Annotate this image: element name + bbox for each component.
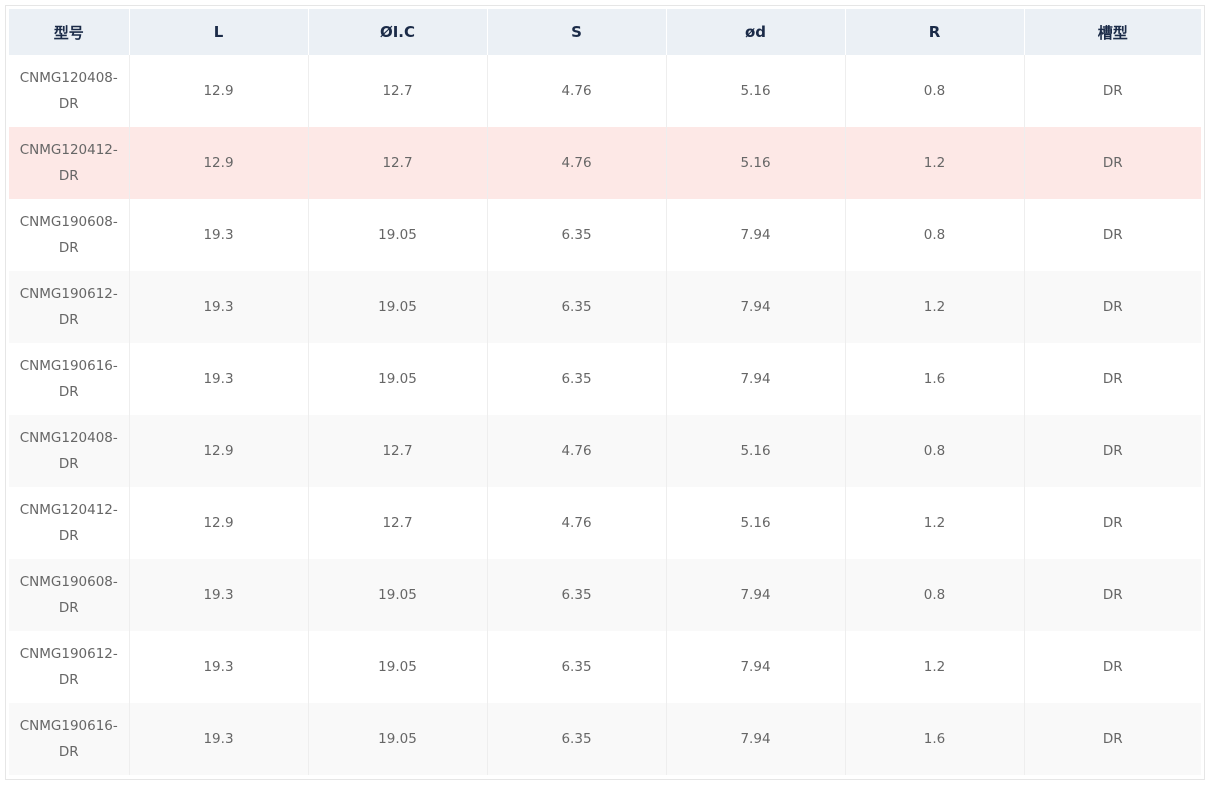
- value-cell: 6.35: [487, 343, 667, 415]
- value-cell: 12.7: [308, 415, 488, 487]
- table-row: CNMG190608-DR 19.3 19.05 6.35 7.94 0.8 DR: [9, 559, 1201, 631]
- value-cell: 7.94: [666, 199, 846, 271]
- header-cell: ød: [666, 9, 846, 55]
- model-cell: CNMG120412-DR: [9, 127, 130, 199]
- header-cell: L: [129, 9, 309, 55]
- model-cell: CNMG120408-DR: [9, 55, 130, 127]
- value-cell: 6.35: [487, 271, 667, 343]
- value-cell: 5.16: [666, 487, 846, 559]
- value-cell: 6.35: [487, 199, 667, 271]
- value-cell: 19.3: [129, 559, 309, 631]
- value-cell: 4.76: [487, 127, 667, 199]
- value-cell: DR: [1102, 371, 1123, 387]
- header-cell: S: [487, 9, 667, 55]
- value-cell: 12.7: [308, 55, 488, 127]
- value-cell: 12.9: [129, 487, 309, 559]
- value-cell: 5.16: [666, 415, 846, 487]
- value-cell: 0.8: [845, 199, 1025, 271]
- header-cell: R: [845, 9, 1025, 55]
- value-cell: 1.2: [845, 487, 1025, 559]
- value-cell: 12.9: [129, 55, 309, 127]
- value-cell: 0.8: [845, 415, 1025, 487]
- table-body: CNMG120408-DR 12.9 12.7 4.76 5.16 0.8 DR CNMG12…: [9, 55, 1201, 775]
- header-cell: ØI.C: [308, 9, 488, 55]
- value-cell: 4.76: [487, 487, 667, 559]
- value-cell: 1.6: [845, 703, 1025, 775]
- value-cell: 4.76: [487, 415, 667, 487]
- value-cell: 12.9: [129, 127, 309, 199]
- value-cell: 1.6: [845, 343, 1025, 415]
- table-row: CNMG190612-DR 19.3 19.05 6.35 7.94 1.2 DR: [9, 631, 1201, 703]
- table-row: CNMG190608-DR 19.3 19.05 6.35 7.94 0.8 DR: [9, 199, 1201, 271]
- value-cell: DR: [1102, 227, 1123, 243]
- value-cell: 4.76: [487, 55, 667, 127]
- value-cell: 19.3: [129, 703, 309, 775]
- value-cell: 1.2: [845, 271, 1025, 343]
- value-cell: DR: [1024, 415, 1201, 487]
- value-cell: 19.3: [129, 631, 309, 703]
- value-cell: 7.94: [666, 703, 846, 775]
- model-cell: CNMG190608-DR: [9, 559, 130, 631]
- value-cell: 19.05: [308, 631, 488, 703]
- header-cell: 型号: [9, 9, 130, 55]
- value-cell: 12.7: [308, 127, 488, 199]
- value-cell: 12.7: [308, 487, 488, 559]
- table-row: CNMG190616-DR 19.3 19.05 6.35 7.94 1.6 DR: [9, 343, 1201, 415]
- table-row: CNMG120412-DR 12.9 12.7 4.76 5.16 1.2 DR: [9, 127, 1201, 199]
- value-cell: DR: [1024, 127, 1201, 199]
- value-cell: DR: [1102, 83, 1123, 99]
- value-cell: DR: [1102, 515, 1123, 531]
- value-cell: DR: [1024, 559, 1201, 631]
- value-cell: 19.05: [308, 199, 488, 271]
- value-cell: 7.94: [666, 559, 846, 631]
- value-cell: 19.3: [129, 199, 309, 271]
- value-cell: 1.2: [845, 127, 1025, 199]
- value-cell: DR: [1102, 659, 1123, 675]
- model-cell: CNMG120408-DR: [9, 415, 130, 487]
- value-cell: 0.8: [845, 559, 1025, 631]
- model-cell: CNMG190616-DR: [9, 343, 130, 415]
- table-row: CNMG120412-DR 12.9 12.7 4.76 5.16 1.2 DR: [9, 487, 1201, 559]
- value-cell: DR: [1024, 703, 1201, 775]
- value-cell: 0.8: [845, 55, 1025, 127]
- value-cell: 6.35: [487, 559, 667, 631]
- table-row: CNMG190612-DR 19.3 19.05 6.35 7.94 1.2 DR: [9, 271, 1201, 343]
- table-row: CNMG120408-DR 12.9 12.7 4.76 5.16 0.8 DR: [9, 55, 1201, 127]
- value-cell: 6.35: [487, 703, 667, 775]
- value-cell: 5.16: [666, 127, 846, 199]
- value-cell: DR: [1024, 271, 1201, 343]
- value-cell: 19.05: [308, 343, 488, 415]
- header-cell: 槽型: [1024, 9, 1201, 55]
- model-cell: CNMG190608-DR: [9, 199, 130, 271]
- value-cell: 19.3: [129, 271, 309, 343]
- value-cell: 19.05: [308, 703, 488, 775]
- value-cell: 7.94: [666, 343, 846, 415]
- value-cell: 19.3: [129, 343, 309, 415]
- value-cell: 7.94: [666, 271, 846, 343]
- table-row: CNMG190616-DR 19.3 19.05 6.35 7.94 1.6 DR: [9, 703, 1201, 775]
- value-cell: 19.05: [308, 559, 488, 631]
- model-cell: CNMG190612-DR: [9, 631, 130, 703]
- model-cell: CNMG120412-DR: [9, 487, 130, 559]
- value-cell: 12.9: [129, 415, 309, 487]
- model-cell: CNMG190612-DR: [9, 271, 130, 343]
- value-cell: 19.05: [308, 271, 488, 343]
- value-cell: 5.16: [666, 55, 846, 127]
- table-row: CNMG120408-DR 12.9 12.7 4.76 5.16 0.8 DR: [9, 415, 1201, 487]
- model-cell: CNMG190616-DR: [9, 703, 130, 775]
- value-cell: 1.2: [845, 631, 1025, 703]
- value-cell: 7.94: [666, 631, 846, 703]
- value-cell: 6.35: [487, 631, 667, 703]
